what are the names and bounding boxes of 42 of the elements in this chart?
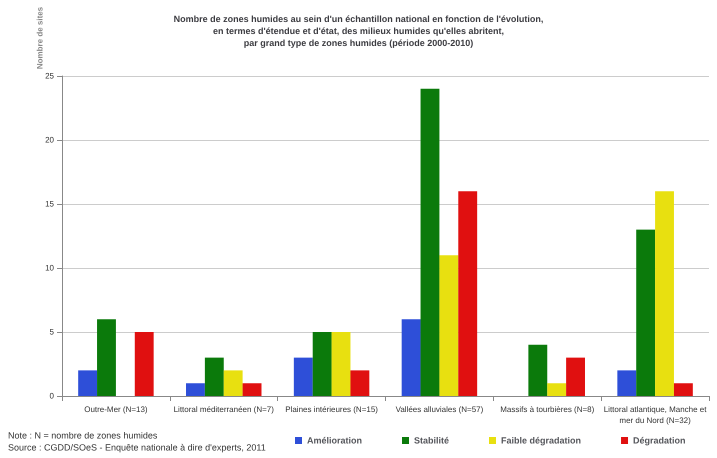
bar xyxy=(617,370,636,396)
y-tick-label: 0 xyxy=(50,392,55,400)
bar xyxy=(332,332,350,396)
text: Note : N = nombre de zones humides xyxy=(8,430,158,440)
bar xyxy=(420,88,440,396)
bar xyxy=(312,332,332,396)
legend-label: Amélioration xyxy=(307,436,362,446)
bar xyxy=(655,191,674,396)
x-tick-label: Vallées alluviales (N=57) xyxy=(396,405,484,414)
y-tick-label: 20 xyxy=(45,136,55,144)
y-axis-title: Nombre de sites xyxy=(36,6,44,70)
y-tick-label: 5 xyxy=(50,328,55,336)
legend-label: Stabilité xyxy=(414,436,450,446)
x-tick-label: Littoral atlantique, Manche et mer du Nord (N=32) xyxy=(604,405,708,425)
bar xyxy=(674,383,693,396)
bar xyxy=(294,358,313,396)
bar xyxy=(186,383,205,396)
chart-title: Nombre de zones humides au sein d'un échantillon national en fonction de l'évolution, en termes d'étendue et d'état, des milieux humides qu'elles abritent, par grand type de zones humides (période 2000-2010) xyxy=(174,14,544,48)
bar xyxy=(528,344,548,396)
x-tick-label: Outre-Mer (N=13) xyxy=(84,405,148,414)
y-tick-label: 25 xyxy=(45,72,55,80)
bar xyxy=(97,319,116,396)
x-tick-label: Littoral méditerranéen (N=7) xyxy=(174,405,274,414)
x-tick-label: Plaines intérieures (N=15) xyxy=(285,405,378,414)
legend-label: Dégradation xyxy=(633,436,686,446)
bar xyxy=(78,370,98,396)
source-note: Source : CGDD/SOeS - Enquête nationale à dire d'experts, 2011 xyxy=(8,442,266,452)
legend-label: Faible dégradation xyxy=(501,436,582,446)
bar xyxy=(242,383,262,396)
bar xyxy=(636,230,656,396)
bar xyxy=(547,383,566,396)
bar xyxy=(566,358,585,396)
x-tick-label: Massifs à tourbières (N=8) xyxy=(500,405,595,414)
bar xyxy=(458,191,478,396)
bar xyxy=(134,332,154,396)
y-tick-label: 10 xyxy=(45,264,55,272)
bar xyxy=(224,370,243,396)
y-tick-label: 15 xyxy=(45,200,55,208)
bar xyxy=(439,255,458,396)
bar xyxy=(204,358,224,396)
bar xyxy=(402,319,421,396)
bar xyxy=(350,370,370,396)
